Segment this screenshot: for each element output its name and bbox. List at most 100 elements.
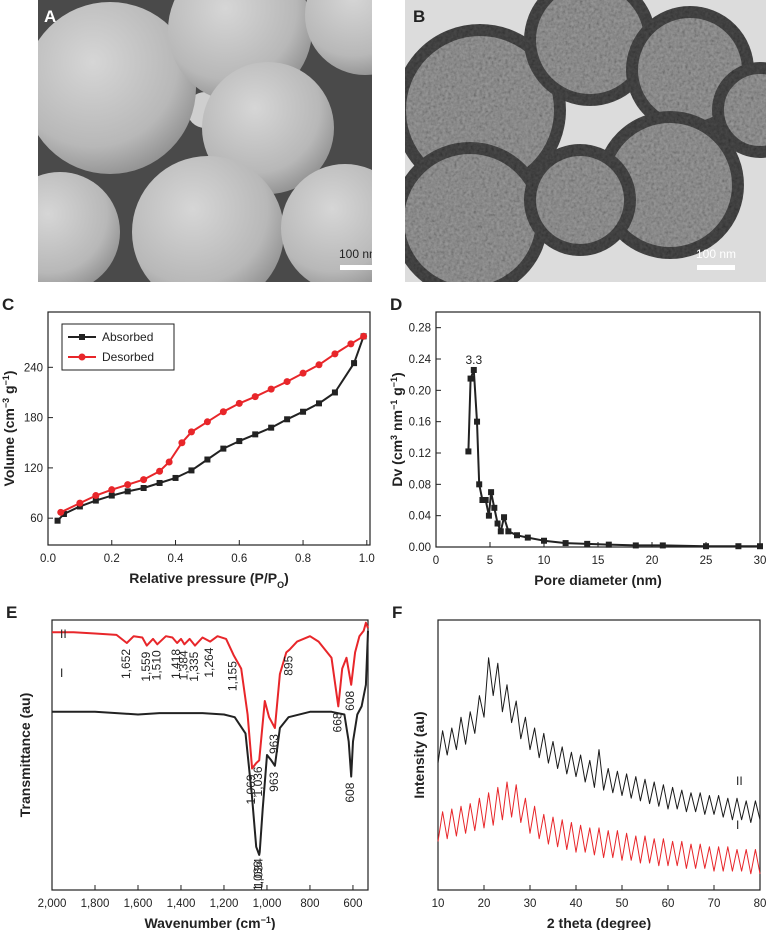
panel-label: B [413,7,425,26]
legend-marker [79,334,85,340]
point [562,540,569,547]
point [315,361,323,369]
point [505,528,512,535]
x-tick-label: 20 [646,555,659,567]
point [220,445,227,452]
y-tick-label: 0.16 [409,417,431,429]
x-tick-label: 0.0 [40,553,56,565]
x-tick-label: 1,400 [167,898,196,910]
point [485,512,492,519]
point [470,366,477,373]
label-part: nm [389,410,405,435]
point [268,424,275,431]
point [315,400,322,407]
superscript: −1 [1,375,11,385]
point [236,438,243,445]
series-line [52,621,369,770]
y-tick-label: 120 [24,463,43,475]
x-tick-label: 15 [592,555,605,567]
series-line [467,369,760,548]
point [659,542,666,549]
x-tick-label: 600 [343,898,362,910]
superscript: −3 [1,398,11,408]
y-tick-label: 180 [24,413,43,425]
label-part: g [389,387,405,399]
point [124,481,132,489]
point [219,408,227,416]
plot-frame [435,311,761,548]
peak-label: 963 [267,771,281,791]
point [501,514,508,521]
peak-label: 1,034 [252,858,266,888]
point [76,499,84,507]
x-tick-label: 800 [300,898,319,910]
point [203,418,211,426]
y-tick-label: 0.12 [409,448,431,460]
superscript: −1 [261,915,271,925]
point [299,369,307,377]
point [479,497,486,503]
series-label: I [736,818,739,832]
y-axis-label: Dv (cm3 nm−1 g−1) [389,372,405,486]
x-tick-label: 60 [662,898,675,910]
peak-label: 1,510 [149,650,163,680]
panel-label: A [44,7,56,26]
point [235,399,243,407]
point [584,540,591,547]
y-axis-label: Transmittance (au) [17,693,33,817]
point [497,528,504,535]
point [474,418,481,425]
point [351,360,358,367]
panel-label: C [2,295,14,314]
x-tick-label: 0.2 [104,553,120,565]
point [284,416,291,423]
y-axis-label: Intensity (au) [411,711,427,798]
x-axis-label: Pore diameter (nm) [534,572,662,588]
label-part: Intensity (au) [411,711,427,798]
y-tick-label: 0.20 [409,385,431,397]
y-tick-label: 0.00 [409,542,431,554]
label-part: g [1,385,17,397]
point [757,543,763,550]
legend-label: Desorbed [102,350,154,364]
point [188,467,195,474]
point [92,497,99,504]
point [541,537,547,544]
x-axis-label: Wavenumber (cm−1) [144,915,275,930]
x-tick-label: 0.4 [168,553,185,565]
series-line [52,630,369,856]
label-part: Volume (cm [1,408,17,486]
peak-label: 608 [343,782,357,802]
point [92,492,100,500]
point [178,439,186,447]
point [60,510,67,517]
peak-annotation: 3.3 [465,353,482,367]
x-tick-label: 70 [708,898,721,910]
label-part: ) [389,372,405,377]
scale-bar-label: 100 nm [339,247,379,261]
panel-label: D [390,295,402,314]
x-tick-label: 40 [570,898,583,910]
x-tick-label: 25 [700,555,713,567]
x-tick-label: 1.0 [359,553,375,565]
point [108,486,116,494]
x-tick-label: 30 [524,898,537,910]
point [156,467,164,475]
peak-label: 608 [343,690,357,710]
point [524,534,531,541]
superscript: −1 [389,400,399,410]
point [632,542,639,549]
series-label: II [60,627,67,641]
x-tick-label: 0 [433,555,439,567]
label-part: ) [284,570,289,586]
point [331,350,339,358]
point [187,428,195,436]
scale-bar-label: 100 nm [696,247,736,261]
y-axis-label: Volume (cm−3 g−1) [1,371,17,487]
x-tick-label: 0.6 [231,553,247,565]
series-line [437,657,761,823]
label-part: ) [271,915,276,930]
y-tick-label: 240 [24,362,43,374]
peak-label: 1,335 [187,651,201,681]
